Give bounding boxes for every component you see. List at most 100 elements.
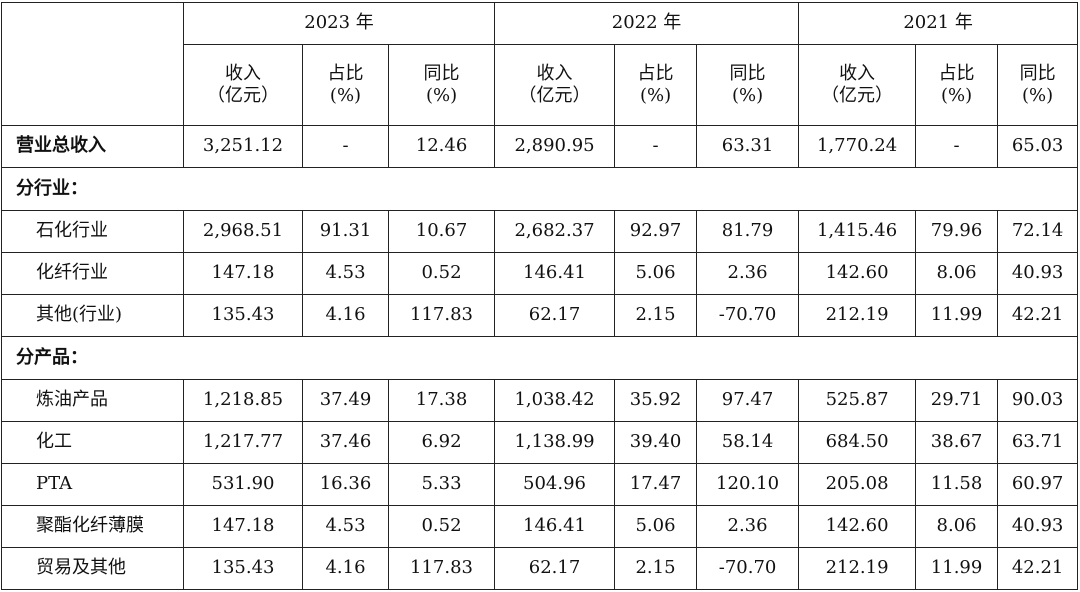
year-header-2023: 2023 年 xyxy=(182,2,496,45)
table-cell: 4.53 xyxy=(302,505,389,548)
table-cell: 2.36 xyxy=(696,252,800,295)
table-cell: 37.46 xyxy=(302,421,389,464)
table-cell: 1,770.24 xyxy=(798,125,917,168)
table-cell: 38.67 xyxy=(915,421,999,464)
table-cell: - xyxy=(915,125,999,168)
row-label: 营业总收入 xyxy=(1,125,184,168)
table-row: PTA 531.90 16.36 5.33 504.96 17.47 120.1… xyxy=(1,463,1079,506)
table-cell: 63.31 xyxy=(696,125,800,168)
sub-header-revenue: 收入 （亿元） xyxy=(798,44,917,126)
table-cell: 8.06 xyxy=(915,505,999,548)
table-cell: 2,890.95 xyxy=(494,125,616,168)
table-cell: 29.71 xyxy=(915,379,999,422)
table-cell: 117.83 xyxy=(387,547,496,590)
table-cell: 5.06 xyxy=(614,252,698,295)
table-cell: 42.21 xyxy=(997,294,1079,337)
row-label: 聚酯化纤薄膜 xyxy=(1,505,184,548)
table-cell: 17.38 xyxy=(387,379,496,422)
table-cell: 5.33 xyxy=(387,463,496,506)
table-cell: 91.31 xyxy=(302,210,389,253)
sub-header-row: 收入 （亿元） 占比 (%) 同比 (%) 收入 （亿元） 占比 (%) 同比 (%) 收入… xyxy=(2,44,1079,126)
table-cell: -70.70 xyxy=(696,547,800,590)
table-row: 聚酯化纤薄膜 147.18 4.53 0.52 146.41 5.06 2.36… xyxy=(1,505,1079,548)
table-cell: 142.60 xyxy=(798,252,917,295)
table-cell: 1,138.99 xyxy=(494,421,616,464)
table-cell: 5.06 xyxy=(614,505,698,548)
table-cell: 97.47 xyxy=(696,379,800,422)
table-cell: 4.53 xyxy=(302,252,389,295)
corner-cell xyxy=(1,2,184,126)
table-cell: 146.41 xyxy=(494,252,616,295)
table-row: 化工 1,217.77 37.46 6.92 1,138.99 39.40 58… xyxy=(1,421,1079,464)
table-cell: 12.46 xyxy=(387,125,496,168)
table-cell: 6.92 xyxy=(387,421,496,464)
table-cell: 0.52 xyxy=(387,252,496,295)
section-title-by-industry: 分行业： xyxy=(0,167,1079,211)
table-cell: 62.17 xyxy=(494,547,616,590)
row-label: PTA xyxy=(1,463,184,506)
table-cell: 35.92 xyxy=(614,379,698,422)
year-header-2022: 2022 年 xyxy=(494,2,800,45)
table-cell: 2.15 xyxy=(614,547,698,590)
total-revenue-row: 营业总收入 3,251.12 - 12.46 2,890.95 - 63.31 … xyxy=(1,125,1079,168)
section-row: 分产品： xyxy=(0,336,1079,380)
table-cell: 525.87 xyxy=(798,379,917,422)
table-cell: 135.43 xyxy=(183,547,303,590)
table-cell: 17.47 xyxy=(614,463,698,506)
table-cell: 60.97 xyxy=(997,463,1079,506)
row-label: 石化行业 xyxy=(1,210,184,253)
table-row: 化纤行业 147.18 4.53 0.52 146.41 5.06 2.36 1… xyxy=(1,252,1079,295)
row-label: 化纤行业 xyxy=(1,252,184,295)
table-cell: 142.60 xyxy=(798,505,917,548)
table-row: 其他(行业) 135.43 4.16 117.83 62.17 2.15 -70… xyxy=(1,294,1079,337)
table-cell: 2,682.37 xyxy=(494,210,616,253)
sub-header-share: 占比 (%) xyxy=(915,44,999,126)
table-cell: 135.43 xyxy=(183,294,303,337)
table-cell: 8.06 xyxy=(915,252,999,295)
year-header-2021: 2021 年 xyxy=(798,2,1079,45)
table-cell: 1,038.42 xyxy=(494,379,616,422)
table-cell: 205.08 xyxy=(798,463,917,506)
table-cell: 11.99 xyxy=(915,547,999,590)
table-cell: 40.93 xyxy=(997,252,1079,295)
table-cell: 0.52 xyxy=(387,505,496,548)
row-label: 化工 xyxy=(1,421,184,464)
table-cell: 2.15 xyxy=(614,294,698,337)
table-cell: - xyxy=(302,125,389,168)
section-row: 分行业： xyxy=(0,167,1079,211)
table-cell: 2,968.51 xyxy=(183,210,303,253)
table-row: 贸易及其他 135.43 4.16 117.83 62.17 2.15 -70.… xyxy=(1,547,1079,590)
table-cell: 1,415.46 xyxy=(798,210,917,253)
table-cell: 58.14 xyxy=(696,421,800,464)
table-cell: 531.90 xyxy=(183,463,303,506)
table-cell: 11.58 xyxy=(915,463,999,506)
table-row: 炼油产品 1,218.85 37.49 17.38 1,038.42 35.92… xyxy=(1,379,1079,422)
table-cell: 92.97 xyxy=(614,210,698,253)
table-cell: 3,251.12 xyxy=(183,125,303,168)
table-cell: 62.17 xyxy=(494,294,616,337)
section-title-by-product: 分产品： xyxy=(0,336,1079,380)
table-cell: 147.18 xyxy=(183,252,303,295)
table-cell: 65.03 xyxy=(997,125,1079,168)
table-cell: 39.40 xyxy=(614,421,698,464)
row-label: 炼油产品 xyxy=(1,379,184,422)
table-cell: - xyxy=(614,125,698,168)
table-cell: 63.71 xyxy=(997,421,1079,464)
sub-header-revenue: 收入 （亿元） xyxy=(183,44,303,126)
table-cell: 4.16 xyxy=(302,294,389,337)
sub-header-yoy: 同比 (%) xyxy=(696,44,800,126)
sub-header-share: 占比 (%) xyxy=(614,44,698,126)
table-cell: 1,217.77 xyxy=(183,421,303,464)
table-cell: 147.18 xyxy=(183,505,303,548)
table-cell: 1,218.85 xyxy=(183,379,303,422)
table-cell: 684.50 xyxy=(798,421,917,464)
sub-header-revenue: 收入 （亿元） xyxy=(494,44,616,126)
table-cell: 120.10 xyxy=(696,463,800,506)
year-header-row: 2023 年 2022 年 2021 年 xyxy=(1,2,1079,126)
sub-header-yoy: 同比 (%) xyxy=(387,44,496,126)
row-label: 其他(行业) xyxy=(1,294,184,337)
table-cell: 504.96 xyxy=(494,463,616,506)
table-cell: 72.14 xyxy=(997,210,1079,253)
sub-header-yoy: 同比 (%) xyxy=(997,44,1079,126)
